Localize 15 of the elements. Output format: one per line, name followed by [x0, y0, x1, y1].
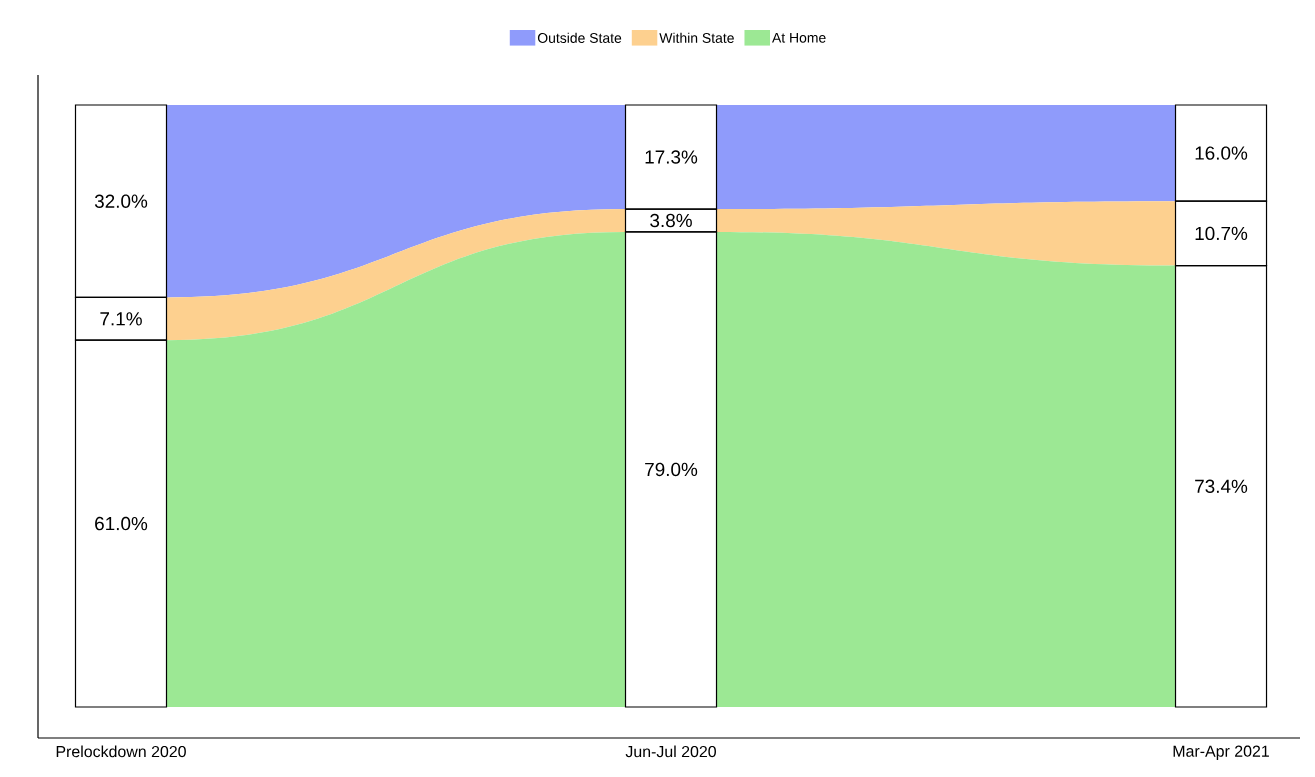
legend-label: At Home — [772, 32, 826, 43]
legend-label: Outside State — [537, 32, 622, 43]
data-label: 16.0% — [1195, 146, 1248, 160]
data-label: 61.0% — [95, 516, 148, 531]
category-label: Prelockdown 2020 — [56, 745, 186, 758]
data-label: 3.8% — [650, 213, 692, 228]
category-label: Jun-Jul 2020 — [625, 745, 716, 758]
data-label: 7.1% — [100, 312, 142, 326]
data-label: 32.0% — [94, 194, 148, 208]
data-label: 17.3% — [645, 150, 698, 164]
data-label: 10.7% — [1195, 226, 1248, 241]
data-label: 73.4% — [1195, 479, 1248, 493]
category-label: Mar-Apr 2021 — [1173, 745, 1269, 760]
legend-label: Within State — [659, 32, 734, 43]
data-label: 79.0% — [645, 462, 698, 477]
